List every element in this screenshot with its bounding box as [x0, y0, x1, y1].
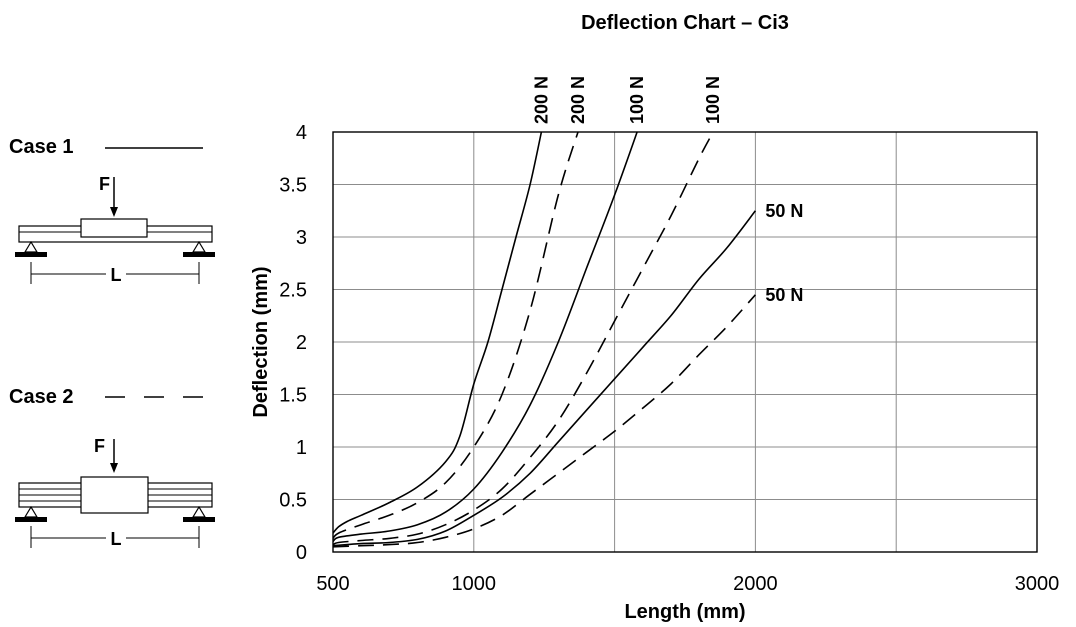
beam-diagram-case-1: F L [15, 174, 215, 285]
x-axis-label: Length (mm) [624, 601, 745, 623]
y-tick-label: 0.5 [279, 490, 307, 512]
carriage-case-2 [80, 476, 149, 514]
y-tick-label: 1.5 [279, 385, 307, 407]
legend-case-2-label: Case 2 [9, 386, 74, 408]
support-right-1 [191, 240, 207, 253]
legend-case-1-label: Case 1 [9, 136, 74, 158]
series-label: 50 N [765, 285, 803, 305]
length-label-case-1: L [111, 265, 122, 285]
y-tick-labels: 0 0.5 1 1.5 2 2.5 3 3.5 4 [279, 122, 307, 564]
y-tick-label: 3 [296, 227, 307, 249]
y-tick-label: 0 [296, 542, 307, 564]
y-axis-label: Deflection (mm) [250, 266, 272, 417]
carriage-case-1 [80, 218, 148, 238]
series-label: 200 N [568, 76, 588, 124]
x-tick-label: 2000 [733, 573, 778, 595]
series-line-50n-case1 [332, 210, 757, 547]
grid [333, 132, 1037, 552]
support-left-2 [23, 505, 39, 518]
support-left-base-1 [15, 252, 47, 257]
force-label-case-1: F [99, 174, 110, 194]
series-label: 100 N [703, 76, 723, 124]
series-labels: 200 N 200 N 100 N 100 N 50 N 50 N [531, 76, 803, 305]
support-left-base-2 [15, 517, 47, 522]
plot-frame [332, 131, 1038, 553]
series-line-50n-case2 [332, 294, 756, 548]
series-line-200n-case1 [332, 131, 543, 534]
y-tick-label: 1 [296, 437, 307, 459]
x-tick-label: 3000 [1015, 573, 1060, 595]
series-lines [332, 131, 757, 548]
series-line-100n-case2 [332, 131, 714, 546]
beam-diagram-case-2: F L [15, 436, 215, 549]
series-label: 100 N [627, 76, 647, 124]
support-right-base-1 [183, 252, 215, 257]
y-tick-label: 4 [296, 122, 307, 144]
series-label: 50 N [765, 201, 803, 221]
x-tick-labels: 500 1000 2000 3000 [316, 573, 1059, 595]
y-tick-label: 3.5 [279, 175, 307, 197]
series-label: 200 N [531, 76, 551, 124]
series-line-100n-case1 [332, 131, 638, 543]
y-tick-label: 2.5 [279, 280, 307, 302]
support-right-2 [191, 505, 207, 518]
y-tick-label: 2 [296, 332, 307, 354]
legend-case-1: Case 1 [9, 136, 203, 158]
support-right-base-2 [183, 517, 215, 522]
force-arrow-head-2 [110, 463, 118, 473]
length-label-case-2: L [111, 529, 122, 549]
force-arrow-head-1 [110, 207, 118, 217]
force-label-case-2: F [94, 436, 105, 456]
x-tick-label: 500 [316, 573, 349, 595]
support-left-1 [23, 240, 39, 253]
legend-case-2: Case 2 [9, 386, 203, 408]
series-line-200n-case2 [332, 131, 579, 539]
x-tick-label: 1000 [452, 573, 497, 595]
chart-title: Deflection Chart – Ci3 [581, 12, 789, 34]
